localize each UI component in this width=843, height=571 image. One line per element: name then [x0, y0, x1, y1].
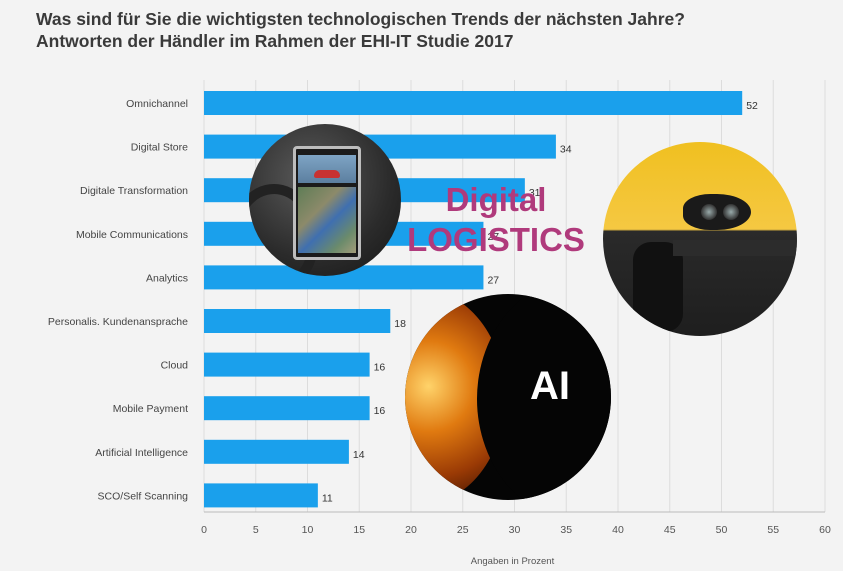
x-tick-label: 10	[302, 524, 314, 536]
x-tick-label: 25	[457, 524, 469, 536]
digital-logistics-overlay: Digital LOGISTICS	[386, 180, 606, 260]
value-label: 27	[487, 231, 499, 243]
x-tick-label: 35	[560, 524, 572, 536]
value-label: 34	[560, 144, 572, 156]
category-label: Artificial Intelligence	[95, 447, 188, 459]
x-tick-label: 20	[405, 524, 417, 536]
category-label: Personalis. Kundenansprache	[48, 316, 188, 328]
value-label: 31	[529, 187, 541, 199]
x-tick-label: 15	[353, 524, 365, 536]
ai-eclipse-photo: AI	[405, 294, 611, 500]
x-tick-label: 50	[716, 524, 728, 536]
overlay-digital-text: Digital	[445, 181, 547, 218]
value-label: 11	[322, 492, 333, 504]
yellow-truck-photo	[603, 142, 797, 336]
chart-title: Was sind für Sie die wichtigsten technol…	[36, 8, 836, 52]
overlay-logistics-text: LOGISTICS	[407, 221, 585, 258]
category-label: Mobile Payment	[113, 403, 188, 415]
x-tick-label: 0	[201, 524, 207, 536]
bar	[204, 483, 318, 508]
value-label: 14	[353, 449, 365, 461]
x-axis-title: Angaben in Prozent	[471, 556, 555, 567]
value-label: 18	[394, 318, 406, 330]
chart-title-line1: Was sind für Sie die wichtigsten technol…	[36, 9, 685, 29]
chart-title-line2: Antworten der Händler im Rahmen der EHI-…	[36, 31, 514, 51]
category-label: Cloud	[161, 360, 189, 372]
x-tick-label: 60	[819, 524, 831, 536]
category-label: Analytics	[146, 272, 188, 284]
bar	[204, 352, 370, 377]
x-tick-label: 5	[253, 524, 259, 536]
category-label: Omnichannel	[126, 98, 188, 110]
x-tick-label: 40	[612, 524, 624, 536]
category-label: Mobile Communications	[76, 229, 188, 241]
bar	[204, 309, 391, 333]
value-label: 16	[374, 405, 386, 417]
x-tick-label: 55	[767, 524, 779, 536]
category-label: Digitale Transformation	[80, 185, 188, 197]
value-label: 16	[374, 362, 386, 374]
x-tick-label: 45	[664, 524, 676, 536]
category-label: Digital Store	[131, 142, 188, 154]
ai-label: AI	[530, 364, 570, 408]
bar	[204, 91, 743, 115]
x-tick-label: 30	[509, 524, 521, 536]
bar	[204, 396, 370, 421]
value-label: 52	[746, 100, 758, 112]
value-label: 27	[487, 274, 499, 286]
category-label: SCO/Self Scanning	[98, 490, 189, 502]
tesla-dashboard-photo	[249, 124, 401, 276]
bar	[204, 439, 349, 464]
